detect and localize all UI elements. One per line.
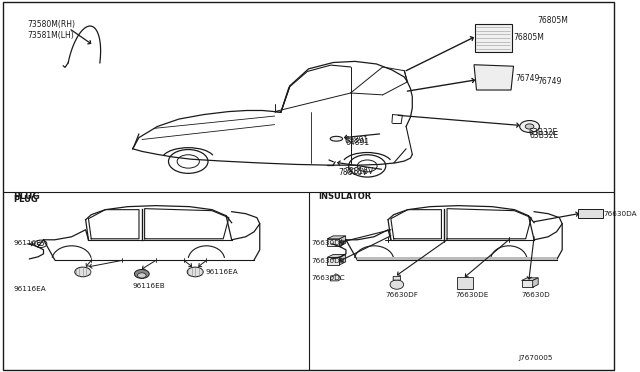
Text: 78816V: 78816V xyxy=(338,169,367,177)
Polygon shape xyxy=(327,254,346,257)
FancyBboxPatch shape xyxy=(579,209,603,218)
Circle shape xyxy=(520,121,540,132)
Polygon shape xyxy=(474,65,513,90)
Bar xyxy=(357,257,557,260)
Polygon shape xyxy=(532,278,538,287)
Ellipse shape xyxy=(330,137,342,141)
Text: INSULATOR: INSULATOR xyxy=(318,192,371,201)
FancyBboxPatch shape xyxy=(3,2,614,370)
Text: 76630DE: 76630DE xyxy=(456,292,489,298)
Polygon shape xyxy=(522,280,532,287)
Polygon shape xyxy=(327,236,346,239)
Circle shape xyxy=(38,242,44,246)
Text: 76630DB: 76630DB xyxy=(312,258,346,264)
Polygon shape xyxy=(327,239,339,246)
Text: 64891: 64891 xyxy=(344,136,369,145)
Polygon shape xyxy=(327,257,339,265)
Circle shape xyxy=(177,155,199,168)
FancyBboxPatch shape xyxy=(475,24,511,52)
Text: 76630DC: 76630DC xyxy=(312,275,346,281)
Text: 76749: 76749 xyxy=(515,74,540,83)
Text: 76749: 76749 xyxy=(537,77,561,86)
Text: 76630DB: 76630DB xyxy=(312,240,346,246)
Text: 76630DA: 76630DA xyxy=(604,211,637,217)
Polygon shape xyxy=(522,278,538,280)
Text: 76630D: 76630D xyxy=(522,292,550,298)
Text: 64891: 64891 xyxy=(346,138,370,147)
Circle shape xyxy=(75,267,91,277)
FancyBboxPatch shape xyxy=(457,277,473,289)
Text: 96116EA: 96116EA xyxy=(205,269,238,275)
Circle shape xyxy=(349,155,386,177)
Ellipse shape xyxy=(390,280,404,289)
Circle shape xyxy=(357,160,377,172)
Circle shape xyxy=(187,267,203,277)
Text: 73581M(LH): 73581M(LH) xyxy=(28,31,74,40)
Circle shape xyxy=(168,150,208,173)
Text: PLUG: PLUG xyxy=(13,192,40,201)
Text: 96116E: 96116E xyxy=(13,240,42,246)
Circle shape xyxy=(134,269,149,278)
Text: 96116EB: 96116EB xyxy=(132,283,165,289)
Text: 76805M: 76805M xyxy=(537,16,568,25)
Text: 78816V: 78816V xyxy=(344,167,374,176)
Text: J7670005: J7670005 xyxy=(518,355,553,361)
Text: 76805M: 76805M xyxy=(513,33,545,42)
Text: 63B32E: 63B32E xyxy=(529,128,558,137)
Circle shape xyxy=(525,124,534,129)
Text: 76630DF: 76630DF xyxy=(386,292,419,298)
Text: 96116EA: 96116EA xyxy=(13,286,46,292)
FancyBboxPatch shape xyxy=(393,276,401,280)
Polygon shape xyxy=(330,274,340,281)
Circle shape xyxy=(35,240,47,247)
Circle shape xyxy=(138,273,146,278)
Polygon shape xyxy=(339,236,346,246)
Text: PLUG: PLUG xyxy=(13,195,38,203)
Text: 73580M(RH): 73580M(RH) xyxy=(28,20,76,29)
Polygon shape xyxy=(339,254,346,265)
Text: 63B32E: 63B32E xyxy=(529,131,559,140)
